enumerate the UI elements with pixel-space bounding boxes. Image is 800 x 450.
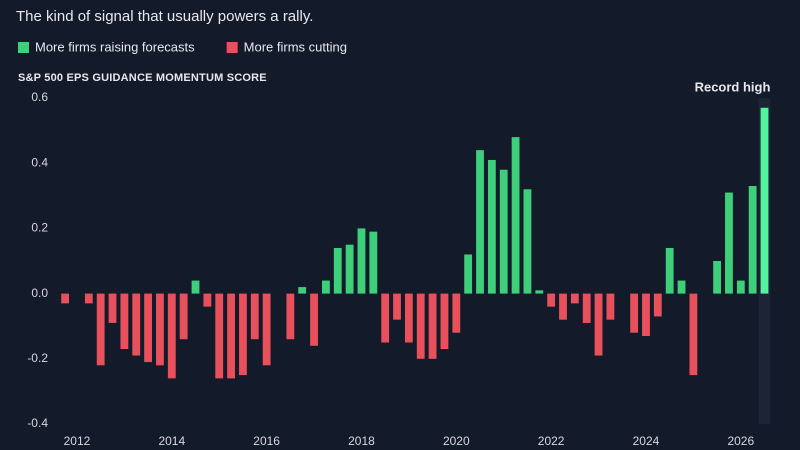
y-tick-label: 0.6 bbox=[31, 90, 48, 104]
bar bbox=[487, 159, 496, 294]
bar bbox=[321, 280, 330, 294]
bar bbox=[725, 192, 733, 294]
x-tick-label: 2026 bbox=[727, 434, 754, 448]
bar bbox=[547, 293, 556, 307]
bar bbox=[594, 293, 603, 356]
bar bbox=[748, 186, 757, 294]
y-tick-label: -0.2 bbox=[27, 351, 48, 365]
bar bbox=[760, 107, 769, 294]
x-tick-label: 2014 bbox=[158, 434, 185, 448]
annotation: Record high bbox=[695, 79, 771, 94]
y-tick-label: 0.2 bbox=[31, 221, 48, 235]
bar bbox=[333, 247, 342, 294]
x-tick-label: 2012 bbox=[64, 434, 91, 448]
bar bbox=[369, 231, 378, 294]
bar bbox=[262, 293, 271, 366]
bar bbox=[404, 293, 413, 343]
bar bbox=[215, 293, 224, 379]
bar bbox=[559, 293, 567, 320]
bar bbox=[570, 293, 579, 304]
legend-swatch bbox=[226, 42, 238, 53]
bar bbox=[476, 150, 484, 294]
bar bbox=[535, 290, 544, 294]
bar bbox=[191, 280, 200, 294]
bar bbox=[642, 293, 650, 336]
bar bbox=[440, 293, 449, 350]
bar bbox=[713, 261, 722, 294]
bar bbox=[156, 293, 164, 366]
bar bbox=[250, 293, 259, 340]
bar bbox=[428, 293, 437, 359]
bar bbox=[84, 293, 93, 304]
bar bbox=[416, 293, 425, 359]
bar bbox=[298, 287, 307, 294]
bar bbox=[61, 293, 70, 304]
bar bbox=[286, 293, 295, 340]
bar bbox=[167, 293, 176, 379]
bar bbox=[227, 293, 235, 379]
chart-title: The kind of signal that usually powers a… bbox=[16, 8, 313, 25]
x-tick-label: 2022 bbox=[538, 434, 565, 448]
legend-swatch bbox=[18, 42, 29, 53]
bar bbox=[132, 293, 141, 356]
bar bbox=[357, 228, 366, 294]
bar bbox=[310, 293, 318, 346]
bar bbox=[736, 280, 745, 294]
bar bbox=[108, 293, 117, 323]
bar bbox=[179, 293, 188, 340]
legend-label: More firms raising forecasts bbox=[35, 39, 195, 54]
x-tick-label: 2018 bbox=[348, 434, 375, 448]
bar bbox=[144, 293, 153, 363]
bar bbox=[665, 247, 674, 294]
y-tick-label: -0.4 bbox=[27, 416, 48, 430]
x-tick-label: 2016 bbox=[253, 434, 280, 448]
bar bbox=[452, 293, 461, 333]
bar bbox=[606, 293, 615, 320]
bar bbox=[511, 137, 520, 294]
bar bbox=[653, 293, 662, 317]
y-tick-label: 0.0 bbox=[31, 286, 48, 300]
bar bbox=[239, 293, 247, 376]
y-axis-label: S&P 500 EPS GUIDANCE MOMENTUM SCORE bbox=[18, 72, 267, 84]
bar bbox=[96, 293, 105, 366]
bar bbox=[393, 293, 401, 320]
legend-label: More firms cutting bbox=[244, 39, 347, 54]
bar bbox=[523, 189, 532, 294]
bar bbox=[499, 169, 508, 294]
bar bbox=[677, 280, 686, 294]
bar bbox=[203, 293, 212, 307]
bar bbox=[120, 293, 129, 350]
bar bbox=[689, 293, 698, 376]
bar bbox=[345, 244, 354, 294]
x-tick-label: 2020 bbox=[443, 434, 470, 448]
bar bbox=[582, 293, 591, 323]
bar bbox=[464, 254, 473, 294]
bar bbox=[630, 293, 639, 333]
x-tick-label: 2024 bbox=[633, 434, 660, 448]
bar bbox=[381, 293, 390, 343]
y-tick-label: 0.4 bbox=[31, 155, 48, 169]
